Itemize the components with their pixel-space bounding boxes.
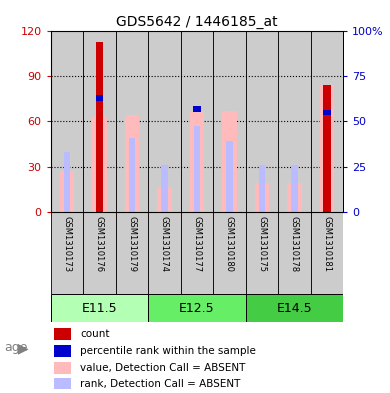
Bar <box>129 138 135 211</box>
Bar <box>54 378 71 390</box>
Text: GSM1310176: GSM1310176 <box>95 216 104 272</box>
Bar <box>226 141 233 211</box>
Bar <box>148 294 246 322</box>
Bar <box>259 165 265 211</box>
Text: E14.5: E14.5 <box>277 301 312 314</box>
Bar <box>54 328 71 340</box>
Bar <box>246 294 343 322</box>
Text: E11.5: E11.5 <box>82 301 117 314</box>
Bar <box>291 165 298 211</box>
Text: E12.5: E12.5 <box>179 301 215 314</box>
Bar <box>323 110 330 115</box>
Text: GSM1310173: GSM1310173 <box>62 216 71 272</box>
Bar <box>54 362 71 374</box>
Text: percentile rank within the sample: percentile rank within the sample <box>80 346 256 356</box>
Text: GSM1310179: GSM1310179 <box>128 216 136 272</box>
Bar <box>157 187 172 211</box>
Bar <box>193 106 200 112</box>
Bar <box>213 31 246 211</box>
Bar <box>194 126 200 211</box>
Bar <box>96 95 103 101</box>
Bar <box>320 85 334 211</box>
Title: GDS5642 / 1446185_at: GDS5642 / 1446185_at <box>116 15 278 29</box>
Bar <box>148 31 181 211</box>
Bar <box>278 211 311 294</box>
Bar <box>222 111 237 211</box>
Bar <box>311 31 343 211</box>
Bar <box>311 211 343 294</box>
Bar <box>51 294 148 322</box>
Bar <box>116 31 148 211</box>
Bar <box>54 345 71 357</box>
Text: age: age <box>4 341 27 354</box>
Bar <box>324 129 330 211</box>
Bar <box>60 171 74 211</box>
Text: GSM1310178: GSM1310178 <box>290 216 299 272</box>
Text: GSM1310177: GSM1310177 <box>192 216 202 272</box>
Bar <box>96 42 103 211</box>
Bar <box>246 31 278 211</box>
Text: ▶: ▶ <box>18 341 28 355</box>
Bar <box>190 111 204 211</box>
Bar <box>116 211 148 294</box>
Text: GSM1310174: GSM1310174 <box>160 216 169 272</box>
Bar <box>83 211 116 294</box>
Bar <box>92 117 107 211</box>
Bar <box>83 31 116 211</box>
Bar <box>64 152 70 211</box>
Bar <box>51 211 83 294</box>
Bar <box>181 211 213 294</box>
Bar <box>213 211 246 294</box>
Text: GSM1310180: GSM1310180 <box>225 216 234 272</box>
Text: GSM1310181: GSM1310181 <box>323 216 332 272</box>
Bar <box>323 85 330 211</box>
Text: rank, Detection Call = ABSENT: rank, Detection Call = ABSENT <box>80 379 240 389</box>
Bar <box>246 211 278 294</box>
Bar <box>181 31 213 211</box>
Text: value, Detection Call = ABSENT: value, Detection Call = ABSENT <box>80 363 245 373</box>
Bar <box>51 31 83 211</box>
Bar <box>125 116 139 211</box>
Text: GSM1310175: GSM1310175 <box>257 216 266 272</box>
Bar <box>148 211 181 294</box>
Bar <box>161 165 168 211</box>
Text: count: count <box>80 329 110 339</box>
Bar <box>287 183 302 211</box>
Bar <box>278 31 311 211</box>
Bar <box>255 183 269 211</box>
